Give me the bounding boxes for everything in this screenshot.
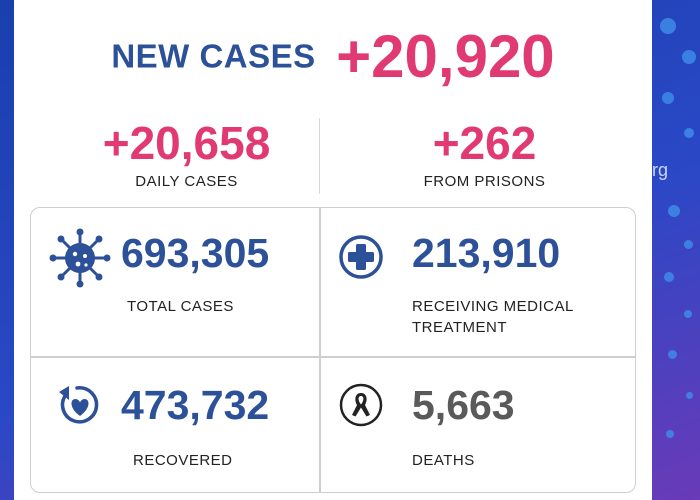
deaths-value: 5,663 — [412, 382, 515, 428]
medical-treatment-label-line1: RECEIVING MEDICAL — [412, 298, 574, 315]
grid-horizontal-divider — [31, 356, 635, 358]
prison-cases-value: +262 — [432, 117, 537, 169]
medical-treatment-label: RECEIVING MEDICAL TREATMENT — [412, 296, 574, 338]
daily-cases-block: +20,658 DAILY CASES — [34, 115, 339, 190]
headline-value: +20,920 — [336, 23, 555, 90]
deaths-label: DEATHS — [412, 452, 475, 469]
deaths-cell: 5,663 DEATHS — [320, 358, 636, 494]
watermark-text: rg — [652, 160, 669, 180]
medical-cross-icon — [338, 234, 384, 285]
heart-recovery-icon — [57, 382, 103, 433]
headline: NEW CASES +20,920 — [14, 22, 652, 91]
virus-icon — [47, 228, 113, 293]
headline-label: NEW CASES — [111, 37, 316, 75]
grid-vertical-divider — [319, 208, 321, 492]
recovered-value: 473,732 — [121, 382, 270, 428]
prison-cases-block: +262 FROM PRISONS — [332, 115, 637, 190]
total-cases-cell: 693,305 TOTAL CASES — [31, 208, 319, 356]
medical-treatment-label-line2: TREATMENT — [412, 319, 508, 336]
prison-cases-label: FROM PRISONS — [423, 173, 546, 190]
daily-cases-label: DAILY CASES — [135, 173, 238, 190]
stats-grid: 693,305 TOTAL CASES 213,910 RECEIVING ME… — [30, 207, 636, 493]
recovered-label: RECOVERED — [133, 452, 233, 469]
stats-card: NEW CASES +20,920 +20,658 DAILY CASES +2… — [14, 0, 652, 500]
ribbon-icon — [338, 382, 384, 433]
daily-cases-value: +20,658 — [102, 117, 271, 169]
total-cases-value: 693,305 — [121, 230, 270, 276]
total-cases-label: TOTAL CASES — [127, 298, 234, 315]
medical-treatment-value: 213,910 — [412, 230, 561, 276]
medical-treatment-cell: 213,910 RECEIVING MEDICAL TREATMENT — [320, 208, 636, 356]
split-divider — [319, 118, 320, 194]
recovered-cell: 473,732 RECOVERED — [31, 358, 319, 494]
